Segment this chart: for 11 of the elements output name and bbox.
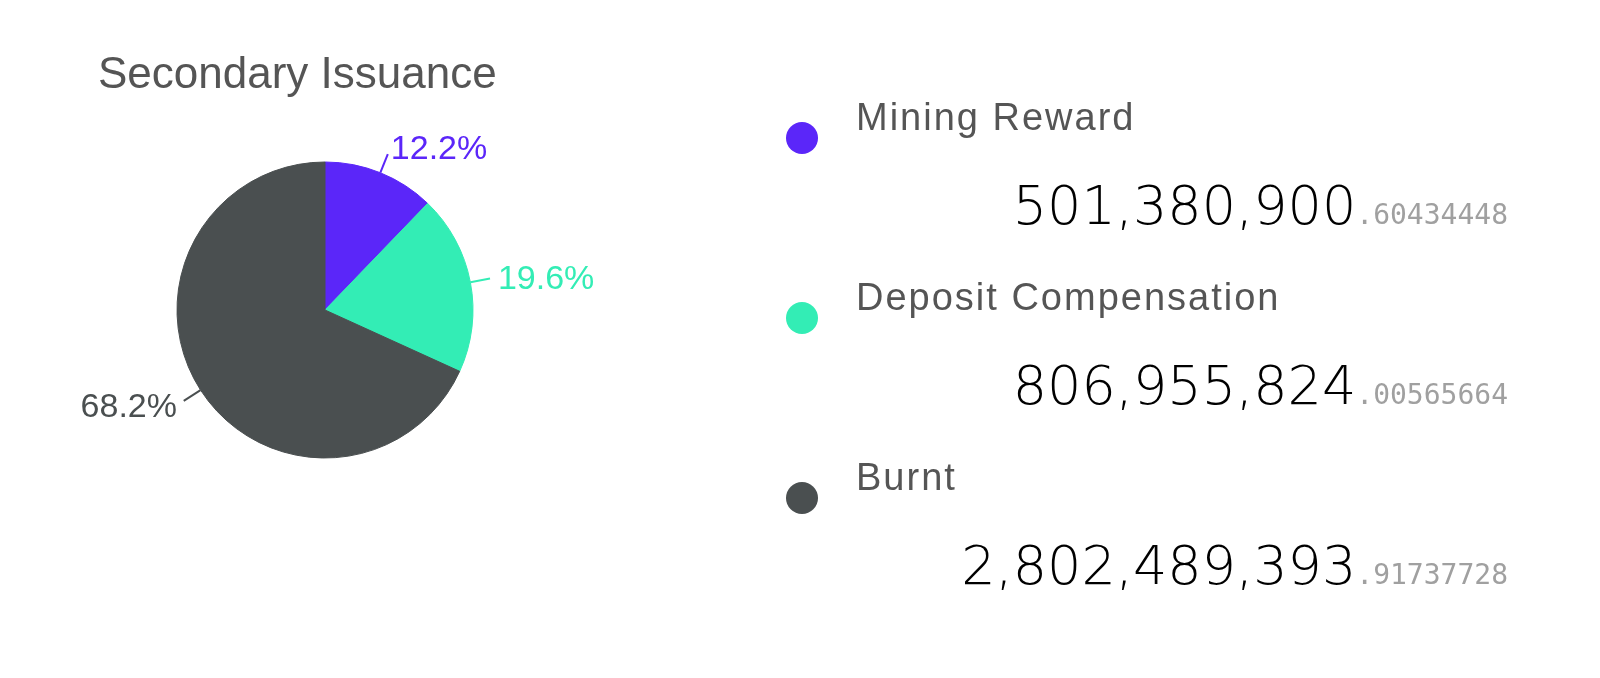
data-label: 68.2% (80, 386, 177, 425)
legend-label: Deposit Compensation (856, 276, 1281, 319)
text: 2,802,489,393.91737728 (961, 534, 1508, 597)
data-label: 19.6% (497, 258, 595, 297)
text: 806,955,824.00565664 (1012, 354, 1508, 417)
legend-label: Mining Reward (856, 96, 1136, 139)
chart-title: Secondary Issuance (98, 48, 497, 98)
data-label: 12.2% (390, 127, 488, 166)
text: 501,380,900.60434448 (1012, 174, 1508, 237)
legend-label: Burnt (856, 456, 957, 499)
pie-slice (176, 161, 461, 459)
